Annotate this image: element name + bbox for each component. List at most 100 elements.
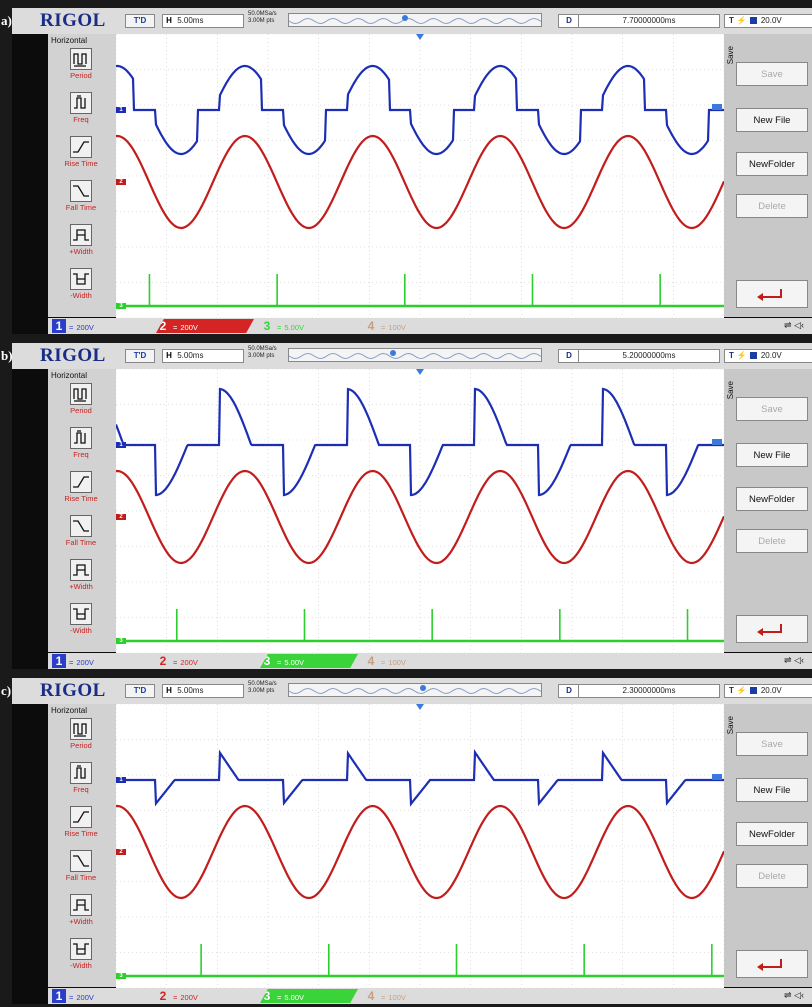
coupling-icon: = — [381, 323, 386, 332]
delay-readout[interactable]: 2.30000000ms — [578, 684, 720, 698]
return-button[interactable] — [736, 615, 808, 643]
channel-number: 3 — [263, 654, 271, 668]
measure-item-rise-time[interactable]: Rise Time — [50, 134, 112, 178]
waveform-display[interactable] — [116, 369, 724, 653]
delay-readout[interactable]: 7.70000000ms — [578, 14, 720, 28]
save-button[interactable]: Save — [736, 732, 808, 756]
timebase-readout[interactable]: H 5.00ms — [162, 684, 244, 698]
h-label: H — [166, 686, 172, 695]
channel-2-label[interactable]: 2 = 200V — [156, 654, 254, 668]
channel-1-marker[interactable]: 1 — [116, 107, 126, 113]
memory-position-bar[interactable] — [288, 683, 542, 697]
channel-2-trace — [116, 804, 724, 900]
status-bar: RIGOL T'D H 5.00ms 50.0MSa/s 3.00M pts D … — [12, 678, 812, 704]
delay-readout[interactable]: 5.20000000ms — [578, 349, 720, 363]
measure-item-period[interactable]: Period — [50, 46, 112, 90]
channel-3-marker[interactable]: 3 — [116, 638, 126, 644]
delete-button[interactable]: Delete — [736, 864, 808, 888]
save-button[interactable]: Save — [736, 62, 808, 86]
measure-item-fall-time[interactable]: Fall Time — [50, 848, 112, 892]
measure-item--width[interactable]: -Width — [50, 936, 112, 980]
trigger-readout[interactable]: T ⚡ 20.0V — [724, 14, 812, 28]
brand-logo: RIGOL — [40, 345, 106, 366]
channel-1-marker[interactable]: 1 — [116, 442, 126, 448]
measure-item-fall-time[interactable]: Fall Time — [50, 178, 112, 222]
measure-item-period[interactable]: Period — [50, 716, 112, 760]
memory-position-marker[interactable] — [389, 350, 396, 356]
channel-4-label[interactable]: 4 = 100V — [364, 989, 462, 1003]
timebase-readout[interactable]: H 5.00ms — [162, 14, 244, 28]
delete-button[interactable]: Delete — [736, 529, 808, 553]
measure-item-period[interactable]: Period — [50, 381, 112, 425]
return-button[interactable] — [736, 950, 808, 978]
timebase-readout[interactable]: H 5.00ms — [162, 349, 244, 363]
channel-1-label[interactable]: 1 = 200V — [52, 654, 150, 668]
channel-3-marker[interactable]: 3 — [116, 973, 126, 979]
memory-position-marker[interactable] — [402, 15, 409, 21]
channel-3-label[interactable]: 3 = 5.00V — [260, 319, 358, 333]
channel-1-label[interactable]: 1 = 200V — [52, 319, 150, 333]
channel-scale: 5.00V — [284, 658, 304, 667]
channel-2-marker[interactable]: 2 — [116, 179, 126, 185]
new-file-button[interactable]: New File — [736, 443, 808, 467]
measure-item-freq[interactable]: Freq — [50, 760, 112, 804]
measure-item-fall-time[interactable]: Fall Time — [50, 513, 112, 557]
measure-item-label: -Width — [70, 626, 92, 635]
channel-2-marker[interactable]: 2 — [116, 849, 126, 855]
channel-1-marker[interactable]: 1 — [116, 777, 126, 783]
waveform-display[interactable] — [116, 704, 724, 988]
channel-3-label[interactable]: 3 = 5.00V — [260, 989, 358, 1003]
freq-icon — [70, 427, 92, 449]
channel-2-label[interactable]: 2 = 200V — [156, 989, 254, 1003]
trigger-level-marker[interactable] — [712, 439, 722, 445]
fall-time-icon — [70, 850, 92, 872]
measure-item-rise-time[interactable]: Rise Time — [50, 804, 112, 848]
trigger-edge-icon: ⚡ — [736, 16, 747, 25]
measure-item--width[interactable]: +Width — [50, 222, 112, 266]
channel-3-label[interactable]: 3 = 5.00V — [260, 654, 358, 668]
new-folder-button[interactable]: NewFolder — [736, 822, 808, 846]
measure-item-freq[interactable]: Freq — [50, 425, 112, 469]
save-button[interactable]: Save — [736, 397, 808, 421]
new-file-button[interactable]: New File — [736, 778, 808, 802]
waveform-display[interactable] — [116, 34, 724, 318]
save-menu: Save Save New File NewFolder Delete — [724, 34, 812, 317]
channel-3-marker[interactable]: 3 — [116, 303, 126, 309]
h-label: H — [166, 351, 172, 360]
trigger-level-marker[interactable] — [712, 104, 722, 110]
usb-icon: ⇌ ◁‹ — [784, 655, 804, 665]
memory-position-bar[interactable] — [288, 348, 542, 362]
trigger-level-marker[interactable] — [712, 774, 722, 780]
measure-item--width[interactable]: +Width — [50, 892, 112, 936]
run-mode-badge[interactable]: T'D — [125, 349, 155, 363]
channel-4-label[interactable]: 4 = 100V — [364, 654, 462, 668]
delay-label: D — [558, 349, 580, 363]
channel-1-label[interactable]: 1 = 200V — [52, 989, 150, 1003]
measure-item-label: -Width — [70, 291, 92, 300]
run-mode-badge[interactable]: T'D — [125, 14, 155, 28]
run-mode-badge[interactable]: T'D — [125, 684, 155, 698]
horizontal-position-marker[interactable] — [416, 34, 424, 40]
return-button[interactable] — [736, 280, 808, 308]
measure-item-label: Rise Time — [64, 829, 98, 838]
memory-position-bar[interactable] — [288, 13, 542, 27]
horizontal-position-marker[interactable] — [416, 369, 424, 375]
channel-2-marker[interactable]: 2 — [116, 514, 126, 520]
memory-position-marker[interactable] — [420, 685, 427, 691]
horizontal-position-marker[interactable] — [416, 704, 424, 710]
channel-scale: 200V — [180, 658, 198, 667]
new-folder-button[interactable]: NewFolder — [736, 152, 808, 176]
channel-4-label[interactable]: 4 = 100V — [364, 319, 462, 333]
trigger-readout[interactable]: T ⚡ 20.0V — [724, 684, 812, 698]
trigger-readout[interactable]: T ⚡ 20.0V — [724, 349, 812, 363]
measure-item--width[interactable]: -Width — [50, 601, 112, 645]
new-folder-button[interactable]: NewFolder — [736, 487, 808, 511]
measure-item-rise-time[interactable]: Rise Time — [50, 469, 112, 513]
memory-depth-value: 3.00M pts — [248, 688, 275, 694]
channel-2-label[interactable]: 2 = 200V — [156, 319, 254, 333]
measure-item-freq[interactable]: Freq — [50, 90, 112, 134]
measure-item--width[interactable]: +Width — [50, 557, 112, 601]
delete-button[interactable]: Delete — [736, 194, 808, 218]
measure-item--width[interactable]: -Width — [50, 266, 112, 310]
new-file-button[interactable]: New File — [736, 108, 808, 132]
